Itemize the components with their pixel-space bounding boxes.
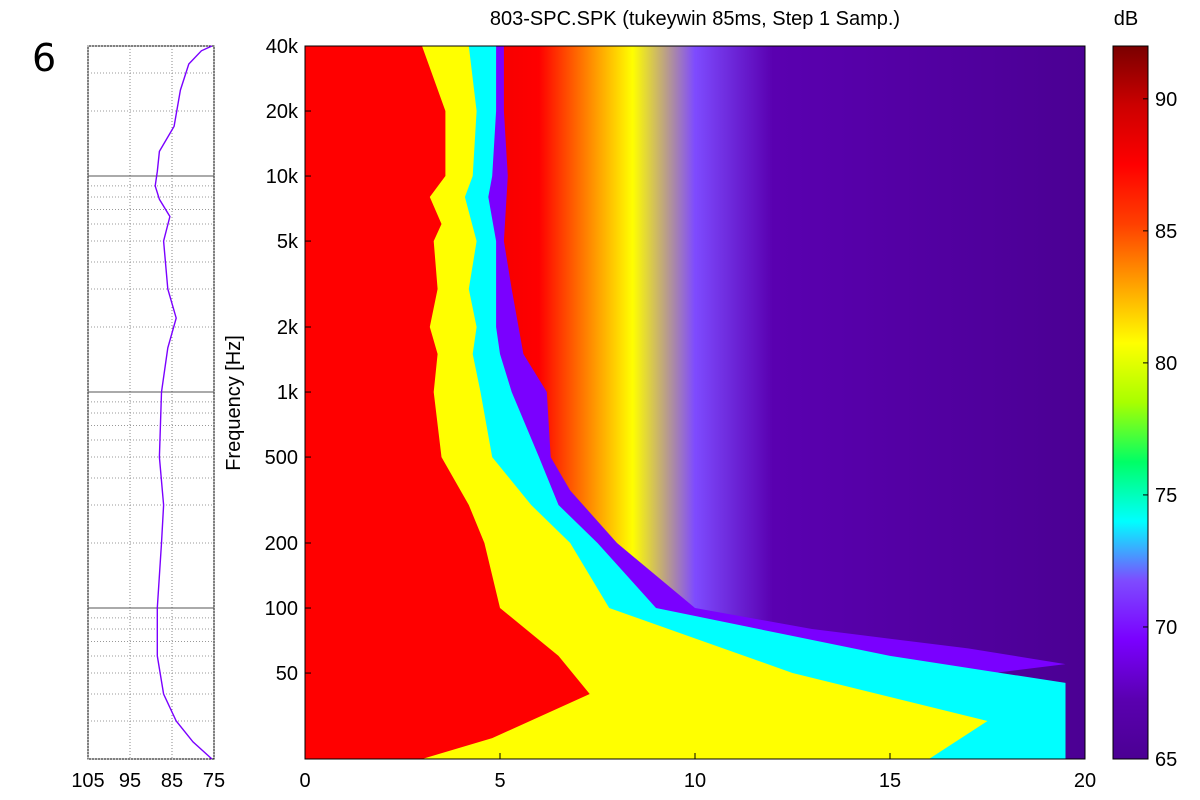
y-tick-label: 40k — [266, 36, 299, 58]
colorbar-tick-label: 85 — [1155, 221, 1177, 243]
response-panel: 105 95 85 75 — [71, 45, 225, 792]
colorbar-ticks: 65 70 75 80 85 90 — [1143, 89, 1177, 771]
colorbar-tick-label: 80 — [1155, 353, 1177, 375]
colorbar-label: dB — [1114, 8, 1138, 30]
x-tick-label: 10 — [684, 770, 706, 792]
response-x-tick-label: 75 — [203, 770, 225, 792]
response-x-tick-label: 95 — [119, 770, 141, 792]
response-x-ticks: 105 95 85 75 — [71, 770, 225, 792]
x-tick-label: 20 — [1074, 770, 1096, 792]
y-tick-label: 10k — [266, 166, 299, 188]
x-tick-label: 0 — [299, 770, 310, 792]
y-axis-ticks: 50 100 200 500 1k 2k 5k 10k 20k 40k — [265, 36, 311, 685]
y-tick-label: 50 — [276, 663, 298, 685]
x-tick-label: 15 — [879, 770, 901, 792]
y-tick-label: 500 — [265, 447, 298, 469]
response-x-tick-label: 105 — [71, 770, 104, 792]
response-x-tick-label: 85 — [161, 770, 183, 792]
colorbar-scale — [1112, 45, 1149, 760]
chart-title: 803-SPC.SPK (tukeywin 85ms, Step 1 Samp.… — [490, 8, 900, 30]
colorbar-tick-label: 70 — [1155, 617, 1177, 639]
colorbar-tick-label: 65 — [1155, 749, 1177, 771]
x-axis-ticks: 0 5 10 15 20 — [299, 753, 1096, 792]
y-tick-label: 5k — [277, 231, 299, 253]
contour-band-85 — [305, 46, 590, 759]
y-axis-label: Frequency [Hz] — [223, 335, 245, 471]
heatmap-area — [305, 46, 1085, 759]
y-tick-label: 200 — [265, 533, 298, 555]
panel-number: 6 — [32, 36, 57, 80]
y-tick-label: 100 — [265, 598, 298, 620]
x-tick-label: 5 — [494, 770, 505, 792]
y-tick-label: 20k — [266, 101, 299, 123]
response-line — [154, 45, 213, 760]
decay-contours — [305, 46, 1066, 759]
colorbar: dB 65 70 75 80 85 90 — [1112, 8, 1177, 771]
colorbar-tick-label: 75 — [1155, 485, 1177, 507]
colorbar-tick-label: 90 — [1155, 89, 1177, 111]
waterfall-panel: 803-SPC.SPK (tukeywin 85ms, Step 1 Samp.… — [223, 8, 1096, 792]
y-tick-label: 2k — [277, 317, 299, 339]
y-tick-label: 1k — [277, 382, 299, 404]
response-plot-frame — [87, 45, 215, 760]
response-grid — [87, 45, 215, 760]
